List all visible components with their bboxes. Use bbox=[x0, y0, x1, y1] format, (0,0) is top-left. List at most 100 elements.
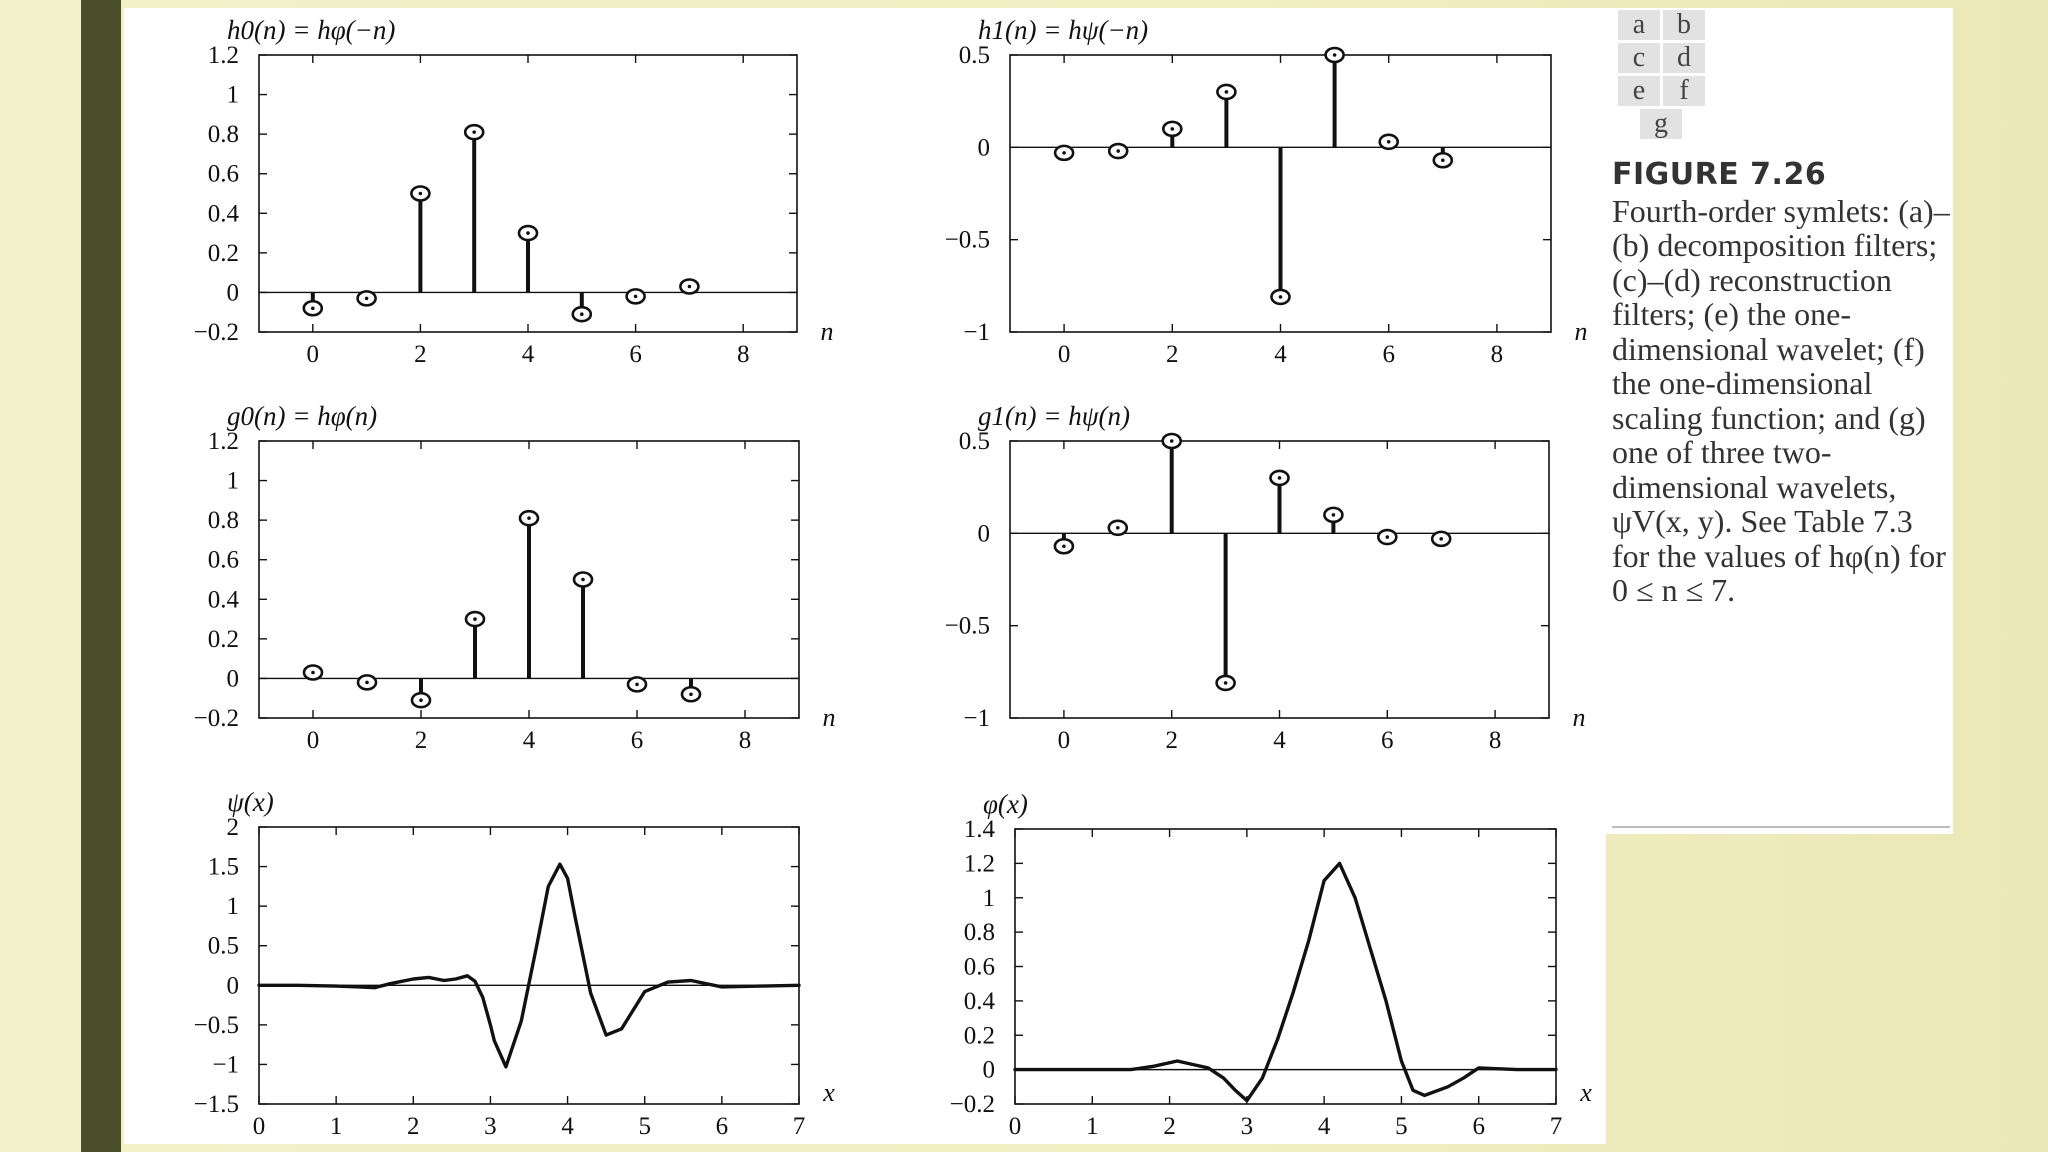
x-axis-label: n bbox=[1575, 317, 1588, 346]
x-tick-label: 6 bbox=[1382, 341, 1395, 368]
stem-marker-dot bbox=[418, 191, 423, 196]
y-tick-label: 0.5 bbox=[208, 933, 239, 960]
y-tick-label: 1 bbox=[983, 885, 996, 912]
y-tick-label: 0 bbox=[227, 279, 240, 306]
x-axis-label: x bbox=[1579, 1078, 1592, 1107]
stem-marker-dot bbox=[419, 698, 423, 702]
y-tick-label: 0.2 bbox=[208, 240, 239, 267]
x-tick-label: 5 bbox=[1395, 1113, 1408, 1140]
figure-caption: FIGURE 7.26 Fourth-order symlets: (a)–(b… bbox=[1612, 157, 1952, 608]
stem-marker-dot bbox=[1277, 476, 1282, 480]
stem-marker-dot bbox=[311, 306, 315, 311]
y-tick-label: 1.5 bbox=[208, 854, 239, 881]
y-tick-label: −0.5 bbox=[945, 227, 990, 254]
slide-side-bar bbox=[81, 0, 121, 1152]
figure-sheet bbox=[124, 8, 1606, 1144]
chart-title: g1(n) = hψ(n) bbox=[978, 401, 1130, 431]
curve-line bbox=[257, 862, 801, 1069]
stem-marker-dot bbox=[473, 617, 477, 621]
y-tick-label: 0.2 bbox=[964, 1022, 995, 1049]
panel-letter-c: c bbox=[1618, 43, 1660, 73]
y-tick-label: 1 bbox=[227, 893, 240, 920]
caption-panel bbox=[1606, 8, 1953, 834]
y-tick-label: 1 bbox=[227, 82, 240, 109]
x-tick-label: 6 bbox=[631, 727, 644, 754]
y-tick-label: 0.5 bbox=[959, 42, 990, 69]
stem-marker-dot bbox=[1170, 127, 1175, 131]
y-tick-label: 0.6 bbox=[208, 547, 239, 574]
stem-marker-dot bbox=[526, 231, 530, 235]
y-tick-label: 0.5 bbox=[959, 428, 990, 455]
stem-marker-dot bbox=[1278, 295, 1283, 299]
x-tick-label: 0 bbox=[307, 341, 320, 368]
x-tick-label: 7 bbox=[793, 1113, 806, 1140]
y-tick-label: 0.8 bbox=[208, 507, 239, 534]
x-tick-label: 2 bbox=[1163, 1113, 1176, 1140]
y-tick-label: 0 bbox=[978, 134, 991, 161]
y-tick-label: 0 bbox=[983, 1057, 996, 1084]
stem-marker-dot bbox=[581, 577, 585, 582]
x-tick-label: 1 bbox=[330, 1113, 343, 1140]
stem-marker-dot bbox=[1116, 149, 1120, 153]
x-tick-label: 2 bbox=[415, 727, 428, 754]
stem-marker-dot bbox=[1332, 53, 1337, 57]
x-tick-label: 5 bbox=[638, 1113, 651, 1140]
x-axis-label: n bbox=[821, 317, 834, 346]
x-tick-label: 6 bbox=[716, 1113, 729, 1140]
y-tick-label: −1 bbox=[212, 1051, 239, 1078]
x-tick-label: 7 bbox=[1550, 1113, 1563, 1140]
y-tick-label: −0.5 bbox=[945, 613, 990, 640]
y-tick-label: 1.2 bbox=[208, 42, 239, 69]
chart-title: g0(n) = hφ(n) bbox=[227, 401, 377, 431]
stem-marker-dot bbox=[311, 670, 315, 675]
x-tick-label: 0 bbox=[307, 727, 320, 754]
plot-frame bbox=[258, 826, 800, 1105]
stem-marker-dot bbox=[364, 296, 369, 301]
x-tick-label: 4 bbox=[523, 727, 536, 754]
x-tick-label: 3 bbox=[1241, 1113, 1254, 1140]
chart-f: −0.2 0 0.2 0.4 0.6 0.8 1 1.2 1.4 0 1 2 3 4 5 6 7 φ(x) x bbox=[950, 789, 1593, 1140]
panel-letter-grid: a b c d e f g bbox=[1618, 10, 1705, 139]
x-tick-label: 4 bbox=[1273, 727, 1286, 754]
x-tick-label: 4 bbox=[1274, 341, 1287, 368]
stem-marker-dot bbox=[580, 312, 584, 316]
stem-marker-dot bbox=[1062, 151, 1066, 155]
panel-letter-f: f bbox=[1663, 76, 1705, 106]
y-tick-label: 0.8 bbox=[964, 919, 995, 946]
y-tick-label: −1.5 bbox=[194, 1091, 239, 1118]
curve-line bbox=[1013, 861, 1558, 1103]
chart-title: h0(n) = hφ(−n) bbox=[227, 15, 395, 45]
x-tick-label: 8 bbox=[739, 727, 752, 754]
x-tick-label: 2 bbox=[407, 1113, 420, 1140]
x-axis-label: x bbox=[822, 1078, 835, 1107]
x-tick-label: 2 bbox=[1165, 727, 1178, 754]
y-tick-label: 1 bbox=[227, 468, 240, 495]
chart-title: φ(x) bbox=[983, 789, 1028, 819]
y-tick-label: 0.6 bbox=[208, 161, 239, 188]
caption-body: Fourth-order symlets: (a)–(b) decomposit… bbox=[1612, 192, 1950, 608]
x-tick-label: 2 bbox=[1166, 341, 1179, 368]
y-tick-label: 1.2 bbox=[208, 428, 239, 455]
stem-marker-dot bbox=[527, 516, 531, 520]
x-tick-label: 0 bbox=[1058, 727, 1071, 754]
stem-marker-dot bbox=[1169, 439, 1174, 443]
x-tick-label: 0 bbox=[1058, 341, 1071, 368]
y-tick-label: 0.4 bbox=[208, 586, 240, 613]
x-tick-label: 6 bbox=[629, 341, 642, 368]
chart-d: −1 −0.5 0 0.5 0 2 4 6 8 g1(n) = hψ(n) n bbox=[945, 401, 1586, 754]
x-tick-label: 6 bbox=[1381, 727, 1394, 754]
x-tick-label: 8 bbox=[1489, 727, 1502, 754]
panel-letter-a: a bbox=[1618, 10, 1660, 40]
stem-marker-dot bbox=[1386, 139, 1391, 144]
y-tick-label: 1.2 bbox=[964, 850, 995, 877]
y-tick-label: 0.4 bbox=[964, 988, 996, 1015]
y-tick-label: −0.5 bbox=[194, 1012, 239, 1039]
chart-b: −1 −0.5 0 0.5 0 2 4 6 8 h1(n) = hψ(−n) n bbox=[945, 15, 1588, 368]
stem-marker-dot bbox=[1223, 681, 1228, 685]
caption-divider bbox=[1612, 826, 1950, 828]
chart-title: ψ(x) bbox=[227, 787, 274, 817]
y-tick-label: 0.4 bbox=[208, 200, 240, 227]
stem-marker-dot bbox=[472, 130, 477, 134]
y-tick-label: 1.4 bbox=[964, 816, 996, 843]
x-tick-label: 0 bbox=[253, 1113, 266, 1140]
